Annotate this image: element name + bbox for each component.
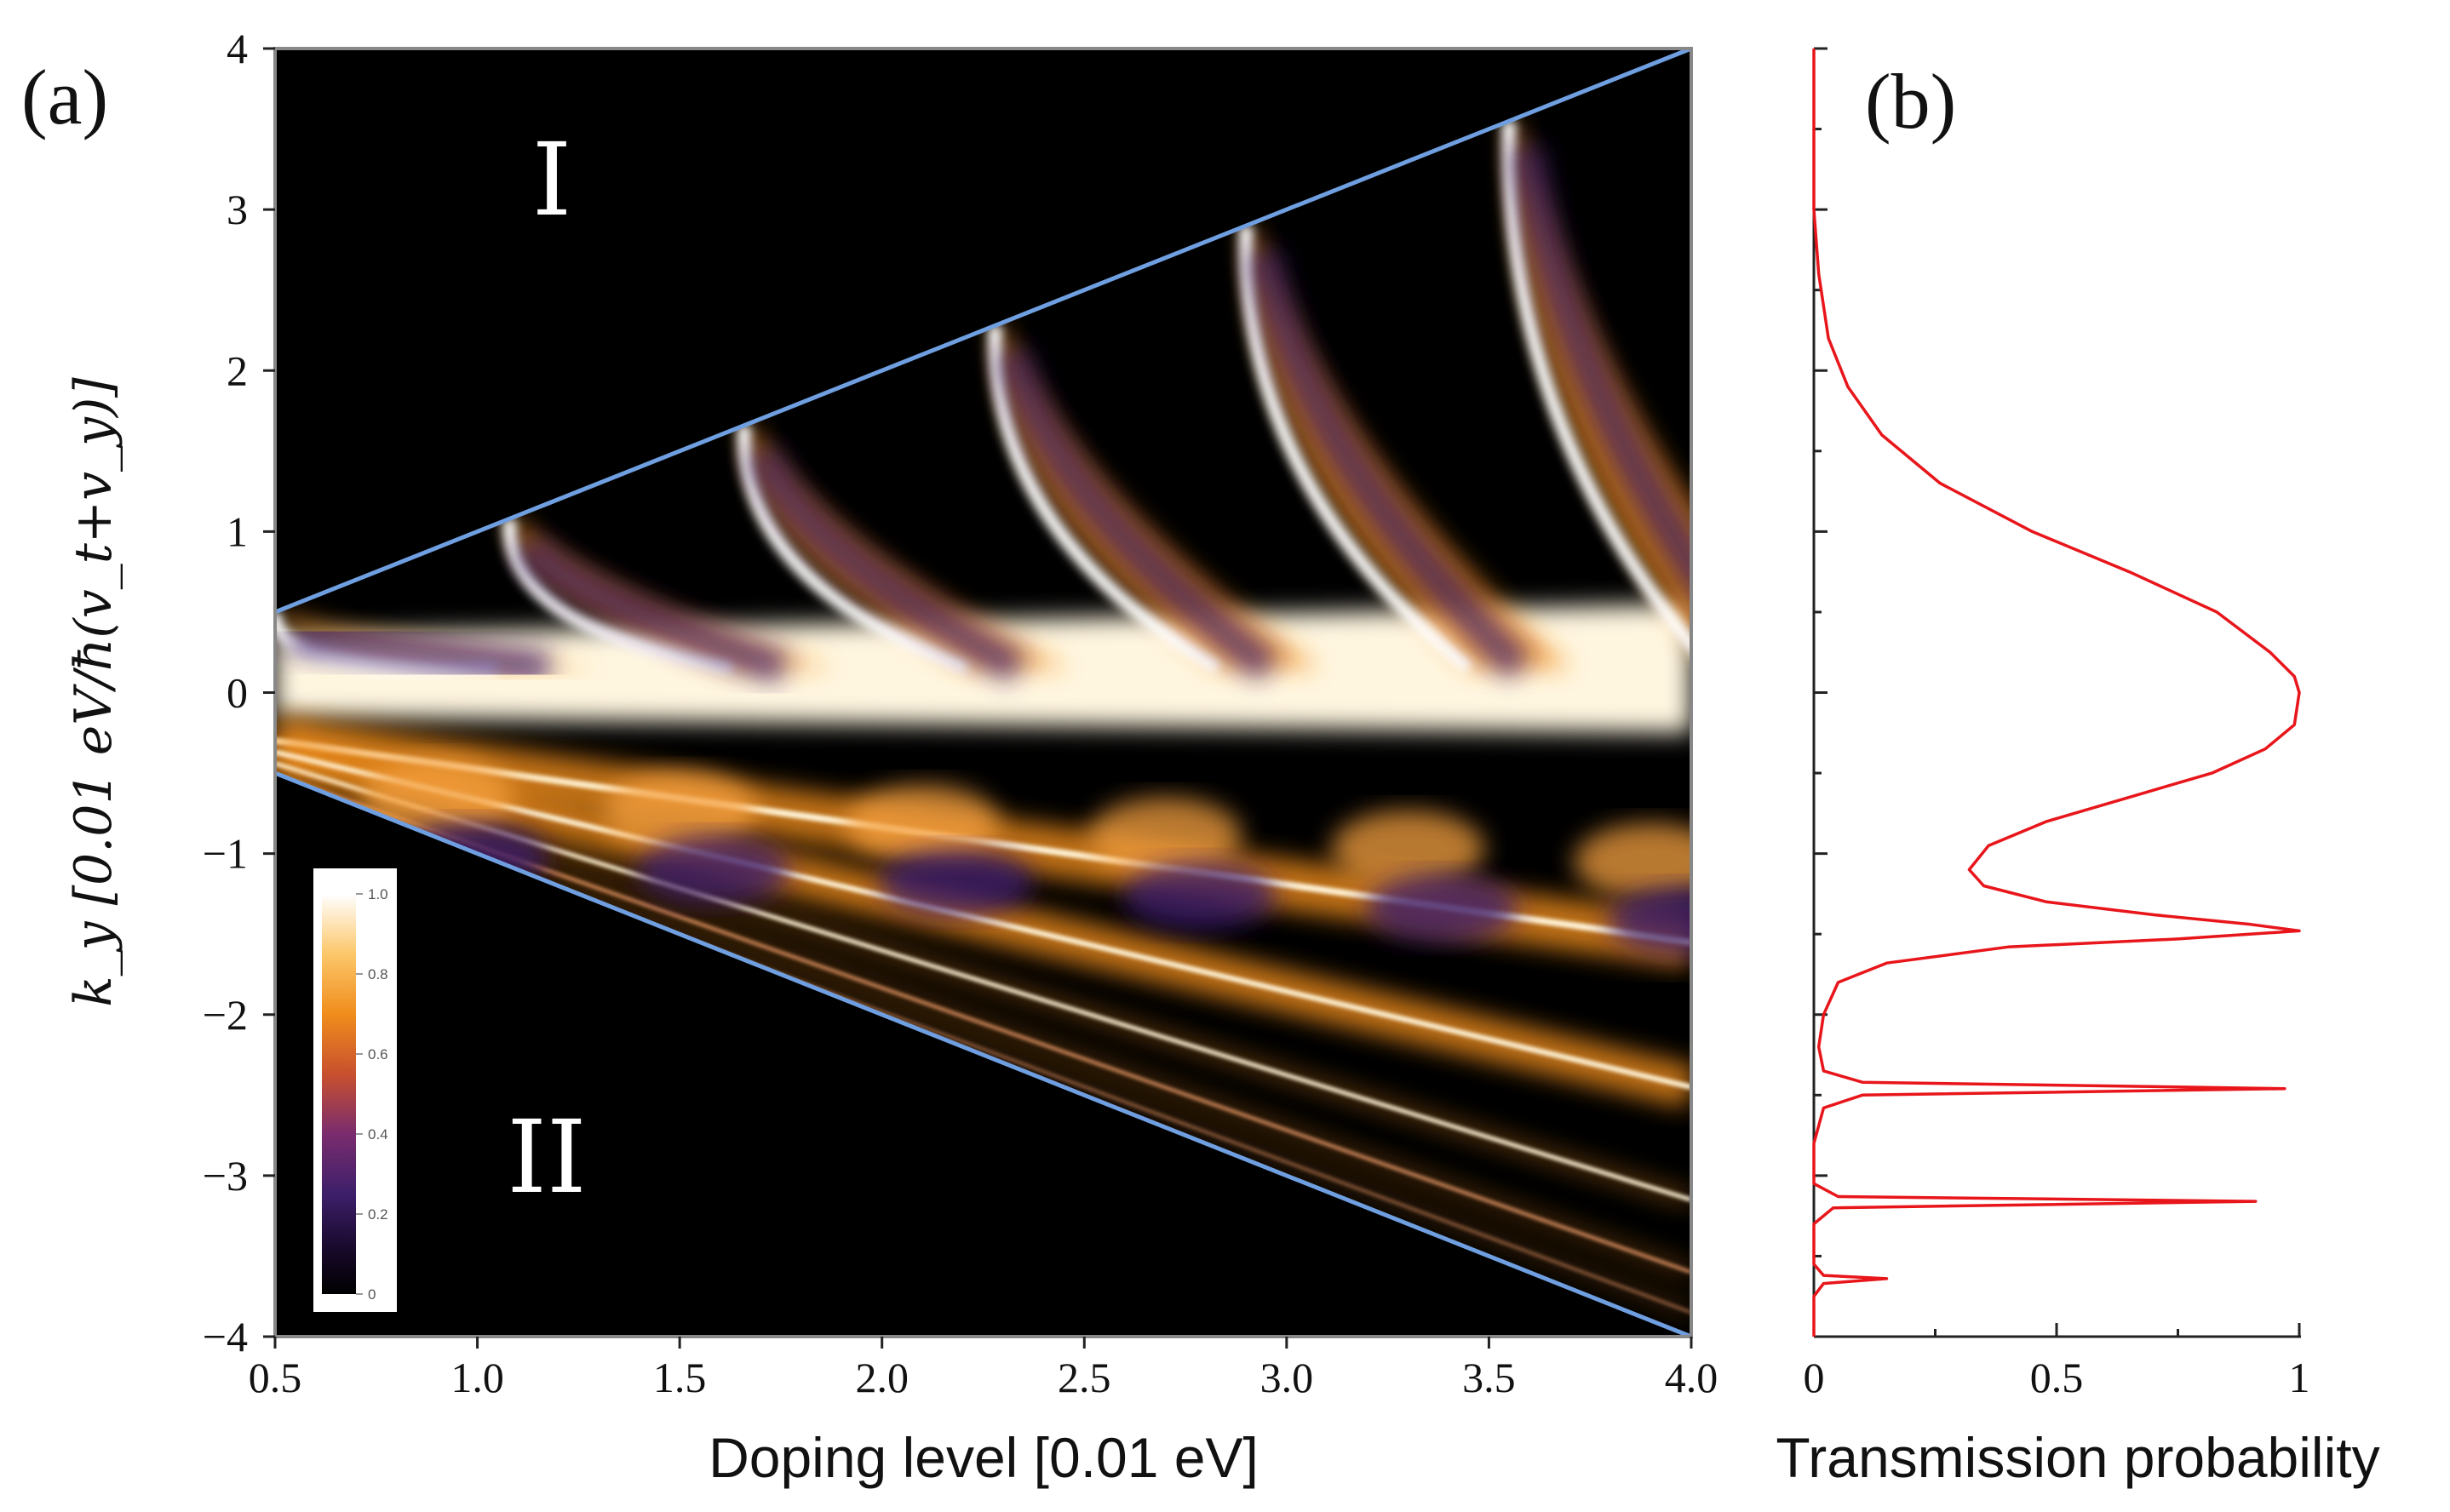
lower-lobe [1331, 810, 1485, 887]
colorbar-tick-label: 1.0 [368, 886, 388, 902]
boundary-lines [274, 46, 1692, 1339]
x-tick-label-b: 0 [1804, 1354, 1825, 1401]
x-axis-title-a: Doping level [0.01 eV] [709, 1426, 1259, 1489]
region-label-II: II [507, 1098, 586, 1216]
y-axis-ticks-b [1814, 47, 1827, 1338]
y-tick-label: −1 [203, 830, 248, 878]
y-tick-label: 2 [227, 346, 248, 394]
x-tick-label: 2.5 [1058, 1354, 1111, 1401]
x-axis-title-b: Transmission probability [1776, 1426, 2379, 1489]
lower-boundary-line [274, 770, 1692, 1339]
upper-resonance-arc [988, 325, 1222, 674]
lower-purple-lobe [1608, 887, 1691, 956]
upper-resonance-arc [1501, 120, 1691, 673]
transmission-panel: 0 0.5 1 (b) Transmission probability [1776, 47, 2380, 1489]
lower-lobe [360, 759, 514, 836]
y-tick-label: 4 [227, 25, 248, 72]
y-tick-label: 3 [227, 186, 248, 233]
heatmap-panel: 0.5 1.0 1.5 2.0 2.5 3.0 3.5 4.0 4 3 2 1 0 −1 −2 −3 −4 I… [21, 25, 1718, 1489]
panel-label-b: (b) [1865, 58, 1956, 145]
y-tick-label: −4 [203, 1313, 248, 1360]
x-tick-label: 4.0 [1665, 1354, 1718, 1401]
y-tick-label: −3 [203, 1152, 248, 1200]
upper-purple-halo [290, 620, 551, 685]
lower-lobe [603, 771, 757, 849]
upper-purple-halo [513, 534, 789, 685]
lower-resonance-line [275, 749, 1691, 1091]
y-tick-label: −2 [203, 991, 248, 1039]
x-tick-label: 1.5 [653, 1354, 707, 1401]
x-tick-label: 3.5 [1462, 1354, 1516, 1401]
lower-purple-lobe [637, 835, 791, 904]
colorbar-tick-label: 0.4 [368, 1126, 388, 1143]
heatmap-layer [275, 120, 1691, 1316]
upper-resonance-arc [1239, 225, 1473, 674]
colorbar-tick-label: 0.6 [368, 1046, 388, 1062]
colorbar-tick-label: 0.8 [368, 966, 388, 982]
colorbar-tick-label: 0 [368, 1286, 376, 1303]
x-axis-ticks-b: 0 0.5 1 [1804, 1323, 2310, 1401]
colorbar: 1.0 0.8 0.6 0.4 0.2 0 [313, 868, 397, 1312]
heatmap-cone [275, 120, 1691, 1316]
upper-lobe [995, 325, 1321, 669]
upper-boundary-line [274, 46, 1692, 615]
lower-lobe [1088, 797, 1242, 874]
upper-resonance-arc [502, 518, 734, 676]
upper-purple-halo [995, 346, 1280, 682]
x-tick-label: 2.0 [855, 1354, 909, 1401]
upper-lobe [1246, 226, 1571, 669]
lower-purple-lobe [1122, 861, 1277, 930]
upper-purple-halo [745, 444, 1027, 684]
transmission-curve [1812, 49, 2301, 1337]
y-axis-title-a: k_y [0.01 eV/ħ(v_t+v_y)] [64, 377, 123, 1007]
colorbar-ticks: 1.0 0.8 0.6 0.4 0.2 0 [356, 886, 388, 1303]
lower-lobe [846, 784, 1000, 862]
x-tick-label: 1.0 [450, 1354, 504, 1401]
upper-resonance-arc [737, 425, 970, 675]
upper-purple-halo [1246, 248, 1532, 681]
x-tick-label-b: 0.5 [2030, 1354, 2084, 1401]
y-tick-label: 1 [227, 507, 248, 555]
x-tick-label: 0.5 [249, 1354, 302, 1401]
lower-purple-lobe [880, 848, 1034, 917]
y-tick-label: 0 [227, 669, 248, 717]
colorbar-tick-label: 0.2 [368, 1206, 388, 1223]
upper-purple-halo [1509, 144, 1691, 679]
x-tick-label: 3.0 [1260, 1354, 1314, 1401]
x-tick-label-b: 1 [2289, 1354, 2310, 1401]
panel-label-a: (a) [21, 54, 108, 140]
lower-purple-lobe [1365, 873, 1519, 942]
colorbar-gradient [322, 894, 356, 1294]
y-axis-ticks: 4 3 2 1 0 −1 −2 −3 −4 [203, 25, 275, 1360]
x-axis-ticks: 0.5 1.0 1.5 2.0 2.5 3.0 3.5 4.0 [249, 1337, 1718, 1401]
lower-lobe [1574, 823, 1691, 901]
region-label-I: I [532, 121, 572, 238]
upper-lobe [1509, 121, 1691, 669]
